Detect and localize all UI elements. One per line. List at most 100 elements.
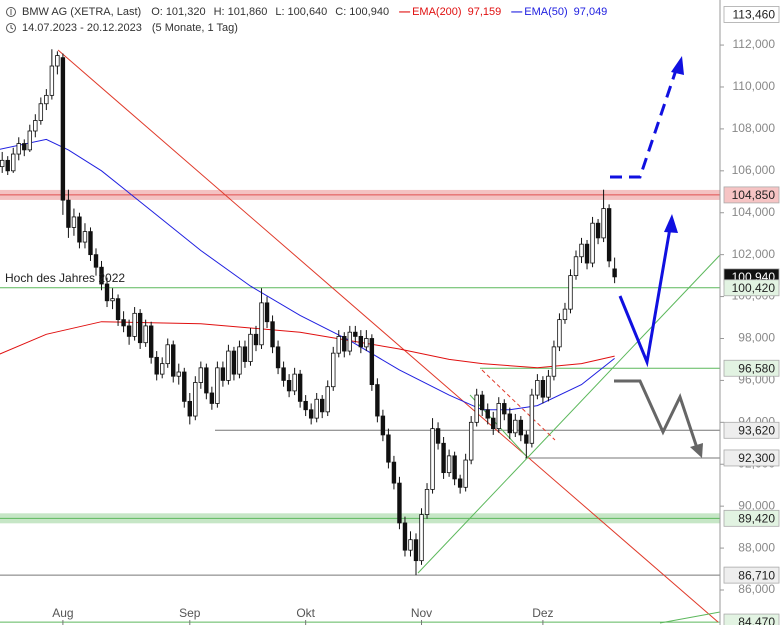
- candle-body: [49, 65, 55, 96]
- trend-line: [481, 369, 556, 441]
- candle-body: [546, 375, 551, 398]
- candle-body: [347, 331, 352, 352]
- candle-body: [435, 428, 441, 444]
- price-box: [723, 509, 780, 527]
- candle-body: [66, 199, 71, 228]
- price-label: 86,710: [738, 568, 775, 582]
- legend-value: 97,159: [468, 6, 502, 18]
- candle-body: [524, 434, 529, 444]
- candle-body: [237, 346, 242, 375]
- candle-body: [137, 312, 143, 344]
- candle-body: [513, 419, 518, 434]
- quote-value: 101,860: [228, 6, 268, 18]
- price-box: [723, 279, 780, 297]
- candle-body: [364, 338, 369, 348]
- candle-body: [104, 283, 110, 302]
- candle-body: [612, 268, 617, 278]
- x-tick-label: Dez: [532, 606, 553, 620]
- candle-body: [264, 302, 270, 323]
- candle-body: [115, 298, 121, 321]
- y-tick-label: 112,000: [733, 37, 776, 51]
- candle-body: [132, 312, 137, 337]
- header: BMW AG (XETRA, Last) O: 101,320 H: 101,860 L:…: [6, 6, 607, 34]
- candle-body: [16, 143, 21, 155]
- price-label: 89,420: [738, 511, 775, 525]
- quote-name: H:: [214, 6, 225, 18]
- price-box: [723, 6, 780, 23]
- quote-value: 101,320: [166, 6, 206, 18]
- candle-body: [193, 382, 198, 417]
- candle-body: [220, 367, 226, 381]
- candle-body: [502, 403, 507, 415]
- quote-name: C:: [335, 6, 346, 18]
- x-tick-label: Sep: [179, 606, 201, 620]
- candle-body: [419, 514, 424, 562]
- candle-body: [242, 346, 248, 362]
- candle-body: [397, 482, 402, 524]
- candle-body: [595, 222, 601, 239]
- candle-body: [99, 266, 104, 285]
- candle-body: [88, 231, 93, 256]
- price-label: 113,460: [733, 8, 776, 22]
- candle-body: [590, 222, 595, 264]
- candle-body: [165, 344, 170, 365]
- candle-body: [259, 302, 264, 346]
- candle-body: [386, 434, 391, 463]
- candle-body: [160, 363, 165, 375]
- y-tick-label: 104,000: [732, 205, 776, 219]
- price-label: 100,420: [732, 281, 776, 295]
- price-box: [723, 566, 780, 584]
- candle-body: [551, 346, 557, 377]
- arrow: [610, 69, 678, 179]
- candle-body: [375, 384, 380, 417]
- candle-body: [55, 55, 60, 67]
- y-tick-label: 90,000: [738, 498, 775, 512]
- y-tick-label: 88,000: [738, 540, 775, 554]
- price-box: [723, 359, 780, 377]
- candle-body: [286, 380, 292, 392]
- price-label: 96,580: [738, 361, 775, 375]
- candle-body: [0, 159, 5, 168]
- candle-body: [579, 243, 584, 258]
- price-label: 92,300: [738, 451, 775, 465]
- candle-body: [380, 415, 386, 436]
- quote-value: 100,940: [349, 6, 389, 18]
- trend-line: [417, 254, 721, 574]
- toggle-icon[interactable]: [6, 7, 16, 17]
- candle-body: [182, 371, 187, 402]
- symbol: BMW AG (XETRA, Last): [22, 6, 141, 18]
- y-tick-label: 86,000: [738, 582, 775, 596]
- candle-body: [5, 159, 10, 172]
- candle-body: [446, 455, 452, 474]
- candle-body: [573, 256, 579, 277]
- y-tick-label: 102,000: [732, 247, 776, 261]
- candle-body: [391, 461, 397, 484]
- clock-icon: [6, 23, 16, 33]
- candle-body: [535, 380, 540, 396]
- candle-body: [27, 130, 32, 151]
- price-label: 104,850: [732, 188, 776, 202]
- candle-body: [325, 386, 330, 413]
- quote-line: BMW AG (XETRA, Last) O: 101,320 H: 101,860 L:…: [22, 6, 607, 18]
- candle-body: [491, 417, 496, 430]
- candle-body: [171, 344, 176, 377]
- candle-body: [33, 120, 38, 132]
- candle-body: [474, 394, 479, 423]
- candle-body: [82, 231, 88, 243]
- candle-body: [110, 298, 115, 302]
- legend-value: 97,049: [574, 6, 608, 18]
- candles: [0, 49, 617, 576]
- trend-line: [57, 49, 719, 623]
- legend-swatch: —: [511, 6, 522, 18]
- candle-body: [71, 216, 77, 228]
- clock-icon: [10, 25, 14, 30]
- candle-body: [231, 350, 237, 375]
- candle-body: [38, 103, 44, 121]
- arrows: [610, 56, 703, 458]
- candle-body: [336, 335, 341, 354]
- candle-body: [413, 539, 419, 562]
- candle-body: [154, 356, 159, 375]
- candle-body: [253, 333, 259, 346]
